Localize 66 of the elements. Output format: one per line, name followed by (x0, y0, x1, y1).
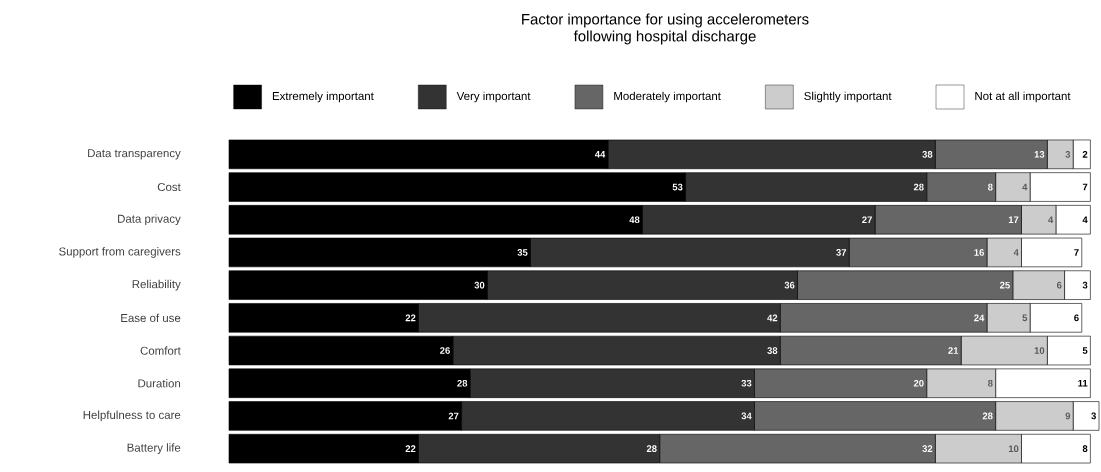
data-label: 4 (1048, 216, 1054, 223)
legend-label: Slightly important (804, 91, 892, 103)
data-label: 22 (405, 445, 416, 452)
data-label: 42 (767, 314, 778, 322)
data-label: 37 (836, 249, 847, 256)
data-label: 53 (672, 183, 683, 191)
y-tick-label: Data transparency (88, 149, 181, 160)
data-label: 5 (1022, 314, 1028, 322)
legend-label: Not at all important (975, 91, 1071, 103)
data-label: 20 (913, 379, 924, 387)
data-label: 13 (1034, 150, 1045, 158)
y-tick-label: Ease of use (121, 313, 181, 323)
data-label: 3 (1082, 281, 1088, 289)
y-tick-label: Cost (157, 182, 181, 192)
data-label: 6 (1074, 314, 1079, 322)
data-label: 27 (448, 412, 459, 420)
data-label: 11 (1078, 379, 1088, 387)
chart-title: Factor importance for using accelerometers following hospital discharge (522, 13, 809, 45)
y-tick-label: Helpfulness to care (83, 410, 181, 422)
data-label: 8 (987, 379, 993, 387)
y-tick-label: Duration (138, 379, 181, 388)
data-label: 17 (1008, 216, 1019, 223)
data-label: 32 (922, 445, 933, 453)
data-label: 5 (1082, 347, 1088, 354)
data-label: 38 (767, 347, 778, 354)
data-label: 34 (741, 412, 752, 420)
y-tick-label: Battery life (127, 443, 181, 454)
legend-label: Extremely important (272, 91, 374, 103)
data-label: 7 (1074, 249, 1079, 256)
data-label: 2 (1082, 151, 1088, 158)
y-tick-label: Support from caregivers (59, 247, 181, 258)
data-label: 27 (862, 216, 872, 224)
data-label: 4 (1022, 183, 1028, 191)
data-label: 7 (1082, 183, 1088, 191)
data-label: 28 (913, 183, 924, 191)
data-label: 4 (1082, 216, 1088, 223)
data-label: 25 (999, 281, 1010, 289)
data-label: 22 (405, 314, 416, 322)
data-label: 10 (1034, 347, 1045, 354)
data-label: 26 (440, 347, 450, 354)
data-label: 3 (1065, 150, 1071, 158)
legend-label: Very important (456, 91, 531, 103)
legend-label: Moderately important (614, 91, 721, 103)
data-label: 4 (1013, 249, 1019, 256)
data-label: 28 (457, 379, 468, 387)
data-label: 48 (629, 216, 640, 224)
data-label: 16 (974, 249, 984, 256)
data-label: 8 (1082, 445, 1088, 452)
data-label: 44 (594, 151, 606, 158)
data-label: 10 (1008, 445, 1019, 452)
data-label: 33 (741, 379, 752, 387)
y-tick-label: Data privacy (118, 214, 181, 226)
data-label: 24 (974, 314, 985, 322)
data-label: 8 (987, 183, 993, 191)
data-label: 28 (646, 445, 657, 452)
data-label: 21 (948, 347, 959, 354)
data-label: 30 (474, 281, 485, 289)
data-label: 3 (1091, 412, 1096, 420)
data-label: 9 (1065, 412, 1071, 420)
data-label: 35 (517, 249, 528, 256)
y-tick-label: Comfort (140, 346, 181, 355)
y-tick-label: Reliability (132, 279, 181, 291)
data-label: 38 (922, 150, 933, 158)
data-label: 6 (1056, 281, 1062, 289)
data-label: 36 (784, 281, 795, 289)
data-label: 28 (982, 412, 993, 420)
